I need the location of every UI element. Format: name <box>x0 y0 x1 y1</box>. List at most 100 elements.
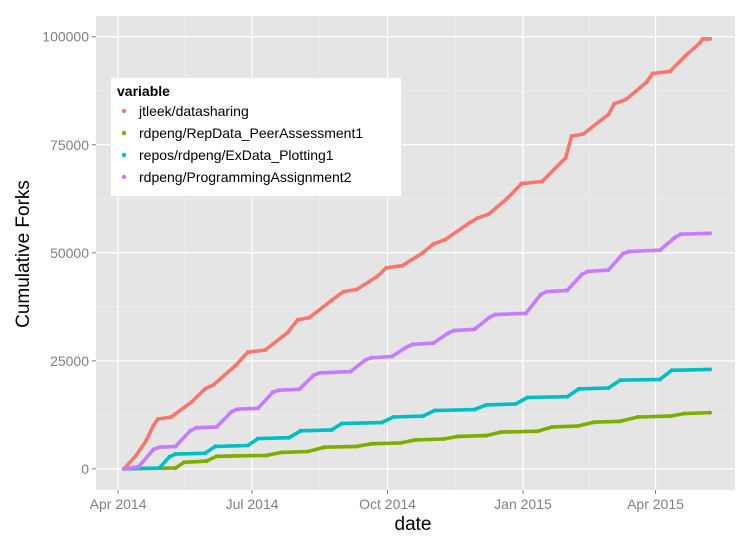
data-point <box>136 464 141 469</box>
data-point <box>229 409 234 414</box>
legend-box <box>111 78 401 196</box>
data-point <box>579 272 584 277</box>
y-tick-label: 50000 <box>50 245 89 261</box>
data-point <box>493 312 497 317</box>
data-point <box>591 420 596 425</box>
data-point <box>404 345 409 349</box>
data-point <box>668 414 673 419</box>
data-point <box>322 445 327 450</box>
data-point <box>169 415 174 419</box>
legend-entry: rdpeng/RepData_PeerAssessment1 <box>121 125 363 141</box>
data-point <box>157 466 162 470</box>
data-point <box>182 460 187 465</box>
data-point <box>475 216 480 221</box>
data-point <box>189 399 194 404</box>
data-point <box>544 289 549 294</box>
data-point <box>298 428 303 433</box>
y-axis: 0 25000 50000 75000 100000 <box>42 29 96 477</box>
data-point <box>214 454 219 459</box>
legend-title: variable <box>117 83 170 99</box>
data-point <box>245 350 250 355</box>
x-axis: Apr 2014 Jul 2014 Oct 2014 Jan 2015 Apr 2015 <box>90 490 684 512</box>
data-point <box>519 181 524 186</box>
data-point <box>581 132 586 136</box>
data-point <box>504 196 509 201</box>
data-point <box>576 386 581 391</box>
data-point <box>575 424 580 429</box>
data-point <box>535 429 540 434</box>
data-point <box>389 354 394 359</box>
series-3 <box>122 367 712 471</box>
y-tick-label: 0 <box>81 461 89 477</box>
data-point <box>276 388 281 393</box>
data-point <box>708 36 712 41</box>
data-point <box>151 447 156 452</box>
data-point <box>167 454 172 459</box>
data-point <box>431 341 436 346</box>
legend-label: repos/rdpeng/ExData_Plotting1 <box>139 147 334 163</box>
data-point <box>420 250 425 255</box>
data-point <box>256 436 260 441</box>
data-point <box>606 112 611 117</box>
data-point <box>445 331 450 336</box>
data-point <box>279 450 284 455</box>
data-point <box>173 444 178 449</box>
legend-key <box>121 108 127 114</box>
data-point <box>657 377 662 382</box>
data-point <box>306 449 310 454</box>
y-axis-title: Cumulative Forks <box>13 180 34 328</box>
data-point <box>513 402 518 406</box>
data-point <box>708 410 712 415</box>
data-point <box>297 387 302 392</box>
data-point <box>682 54 687 59</box>
data-point <box>413 437 418 442</box>
data-point <box>650 71 655 76</box>
series-4 <box>122 231 712 471</box>
data-point <box>285 330 290 335</box>
data-point <box>708 231 712 236</box>
data-point <box>245 443 250 448</box>
data-point <box>256 406 260 411</box>
legend-label: rdpeng/RepData_PeerAssessment1 <box>139 125 363 141</box>
data-point <box>468 220 472 225</box>
data-point <box>618 419 623 424</box>
data-point <box>441 437 446 441</box>
data-point <box>270 390 275 395</box>
data-point <box>235 407 240 412</box>
data-point <box>348 369 353 374</box>
data-point <box>263 348 268 352</box>
x-axis-title: date <box>395 514 432 535</box>
y-tick-label: 25000 <box>50 353 89 369</box>
legend-label: jtleek/datasharing <box>138 103 249 119</box>
data-point <box>565 394 570 399</box>
data-point <box>339 421 344 426</box>
data-point <box>563 155 568 160</box>
data-point <box>295 317 300 322</box>
data-point <box>484 433 489 438</box>
data-point <box>569 134 574 139</box>
legend-label: rdpeng/ProgrammingAssignment2 <box>139 169 352 185</box>
data-point <box>317 370 322 375</box>
data-point <box>606 268 611 273</box>
y-tick-label: 100000 <box>42 29 89 45</box>
data-point <box>700 36 705 41</box>
data-point <box>329 427 334 432</box>
data-point <box>550 424 555 429</box>
data-point <box>697 41 702 46</box>
data-point <box>442 237 447 242</box>
data-point <box>432 408 437 413</box>
legend-key <box>121 130 127 136</box>
data-point <box>375 274 380 279</box>
data-point <box>612 101 617 106</box>
data-point <box>669 368 674 373</box>
data-point <box>657 248 662 253</box>
data-point <box>203 451 207 456</box>
data-point <box>173 452 178 457</box>
data-point <box>682 411 687 416</box>
data-point <box>585 269 590 274</box>
legend-entry: jtleek/datasharing <box>121 103 249 119</box>
data-point <box>523 311 528 316</box>
x-tick-label: Apr 2015 <box>627 496 684 512</box>
legend-entry: repos/rdpeng/ExData_Plotting1 <box>121 147 334 163</box>
data-point <box>498 430 503 435</box>
